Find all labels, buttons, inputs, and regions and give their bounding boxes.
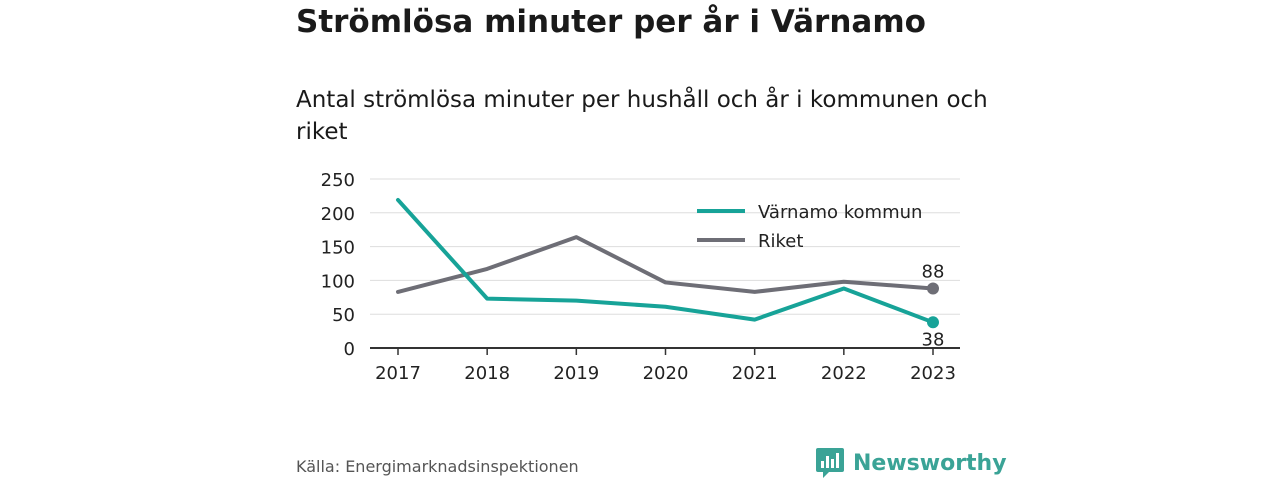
end-point-varnamo bbox=[927, 316, 939, 329]
source-note: Källa: Energimarknadsinspektionen bbox=[296, 457, 579, 476]
y-tick-label: 0 bbox=[344, 339, 355, 360]
end-label-riket: 88 bbox=[922, 262, 945, 283]
end-labels: 38 88 bbox=[922, 262, 945, 351]
legend-label: Värnamo kommun bbox=[758, 202, 922, 223]
y-tick-label: 250 bbox=[321, 170, 355, 191]
legend-label: Riket bbox=[758, 231, 803, 252]
chart-subtitle: Antal strömlösa minuter per hushåll och … bbox=[296, 87, 988, 145]
x-tick-label: 2020 bbox=[643, 363, 689, 384]
series-line-riket bbox=[396, 235, 935, 294]
brand-logo: Newsworthy bbox=[815, 446, 1007, 480]
y-tick-label: 200 bbox=[321, 204, 355, 225]
x-tick-label: 2023 bbox=[910, 363, 956, 384]
y-axis-ticks: 0 50 100 150 200 250 bbox=[321, 170, 355, 360]
x-tick-label: 2019 bbox=[553, 363, 599, 384]
y-tick-label: 50 bbox=[332, 305, 355, 326]
x-tick-label: 2018 bbox=[464, 363, 510, 384]
y-tick-label: 150 bbox=[321, 238, 355, 259]
x-tick-label: 2022 bbox=[821, 363, 867, 384]
gridlines bbox=[370, 178, 960, 315]
chart-title: Strömlösa minuter per år i Värnamo bbox=[296, 4, 926, 40]
bar-chart-logo-icon bbox=[816, 448, 844, 478]
end-label-varnamo: 38 bbox=[922, 329, 945, 350]
x-axis: 2017 2018 2019 2020 2021 2022 2023 bbox=[370, 347, 960, 384]
y-tick-label: 100 bbox=[321, 271, 355, 292]
line-chart: 0 50 100 150 200 250 2017 2018 2019 2020 2021 2022… bbox=[321, 170, 960, 384]
x-tick-label: 2021 bbox=[732, 363, 778, 384]
legend: Värnamo kommun Riket bbox=[697, 202, 922, 252]
end-point-riket bbox=[927, 282, 939, 295]
x-tick-label: 2017 bbox=[375, 363, 421, 384]
series-lines bbox=[396, 197, 939, 329]
series-line-varnamo bbox=[396, 197, 935, 325]
brand-name: Newsworthy bbox=[853, 450, 1007, 476]
